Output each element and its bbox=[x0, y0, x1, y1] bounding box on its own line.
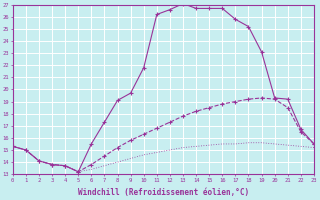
X-axis label: Windchill (Refroidissement éolien,°C): Windchill (Refroidissement éolien,°C) bbox=[78, 188, 249, 197]
